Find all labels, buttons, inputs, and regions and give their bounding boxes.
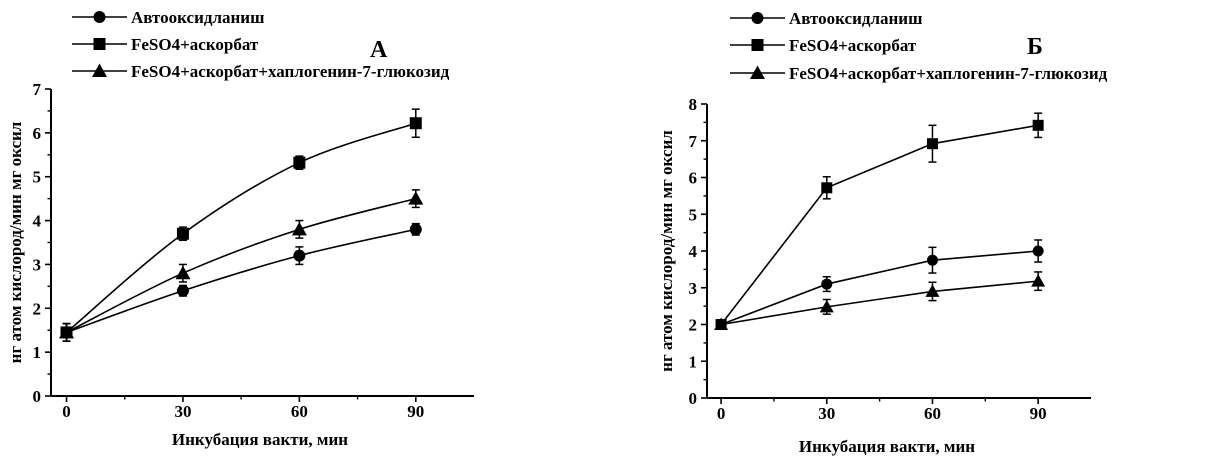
x-tick-label: 30 <box>174 402 191 421</box>
y-tick-label: 5 <box>689 205 698 224</box>
series-line-1 <box>66 122 417 334</box>
series-line-1 <box>720 124 1039 325</box>
data-point-circle <box>926 254 938 266</box>
y-axis-title: нг атом кислород/мин мг оксил <box>657 130 676 372</box>
series-line-0 <box>66 228 416 334</box>
x-tick-label: 0 <box>62 402 71 421</box>
y-tick-label: 6 <box>33 124 42 143</box>
y-tick-label: 3 <box>689 279 698 298</box>
y-tick-label: 1 <box>689 352 698 371</box>
data-point-triangle <box>59 324 75 339</box>
y-tick-label: 2 <box>689 316 698 335</box>
series-line-0 <box>720 250 1039 326</box>
panel-label-a: А <box>370 37 388 63</box>
y-tick-label: 7 <box>689 132 698 151</box>
legend-label: FeSO4+аскорбат+хаплогенин-7-глюкозид <box>789 64 1108 83</box>
legend-label: FeSO4+аскорбат <box>131 35 259 54</box>
chart-panel-b: 0 1 2 3 4 5 6 7 8 0 30 60 90 Инкубация вакти, мин нг а… <box>657 9 1108 456</box>
legend-label: Автооксидланиш <box>789 9 922 28</box>
y-tick-label: 8 <box>689 95 698 114</box>
y-tick-label: 4 <box>689 242 698 261</box>
legend-label: FeSO4+аскорбат+хаплогенин-7-глюкозид <box>131 62 450 81</box>
legend-marker-triangle <box>92 63 107 77</box>
data-point-square <box>293 156 306 169</box>
y-tick-label: 1 <box>33 343 42 362</box>
chart-panel-a: 0 1 2 3 4 5 6 7 0 30 60 90 Инкубация вакти, мин нг ат… <box>6 8 474 449</box>
data-point-circle <box>1032 245 1044 257</box>
data-point-square <box>821 182 833 194</box>
y-tick-label: 2 <box>33 299 42 318</box>
data-point-triangle <box>175 265 191 280</box>
y-tick-label: 7 <box>33 80 42 99</box>
x-tick-label: 30 <box>818 404 835 423</box>
series-line-2 <box>720 280 1039 326</box>
data-point-square <box>176 227 189 240</box>
data-point-circle <box>176 284 189 297</box>
data-point-triangle <box>291 221 307 236</box>
x-axis-title: Инкубация вакти, мин <box>172 430 348 449</box>
y-tick-label: 4 <box>33 212 42 231</box>
legend-marker-square <box>751 39 764 51</box>
x-tick-label: 90 <box>1030 404 1047 423</box>
x-tick-label: 60 <box>924 404 941 423</box>
y-tick-label: 6 <box>689 169 698 188</box>
legend-label: Автооксидланиш <box>131 8 264 27</box>
y-tick-label: 0 <box>33 387 42 406</box>
x-tick-label: 90 <box>407 402 424 421</box>
data-point-square <box>926 138 938 150</box>
y-tick-label: 5 <box>33 168 42 187</box>
y-axis-title: нг атом кислород/мин мг оксил <box>6 121 25 363</box>
legend-marker-circle <box>751 12 764 24</box>
y-tick-label: 0 <box>689 389 698 408</box>
legend-marker-triangle <box>750 65 765 79</box>
legend-marker-circle <box>93 11 106 23</box>
data-point-triangle <box>819 299 834 313</box>
data-point-circle <box>293 249 306 262</box>
data-point-square <box>409 117 422 130</box>
x-tick-label: 60 <box>291 402 308 421</box>
panel-label-b: Б <box>1027 34 1043 60</box>
data-point-triangle <box>1031 274 1046 287</box>
x-tick-label: 0 <box>717 404 726 423</box>
series-line-2 <box>66 197 416 334</box>
data-point-triangle <box>925 284 940 297</box>
data-point-circle <box>409 223 422 236</box>
y-tick-label: 3 <box>33 255 42 274</box>
legend-marker-square <box>93 38 106 50</box>
data-point-triangle <box>714 317 729 330</box>
data-point-triangle <box>408 191 424 205</box>
x-axis-title: Инкубация вакти, мин <box>799 437 975 456</box>
data-point-square <box>1032 119 1044 131</box>
data-point-circle <box>821 278 833 290</box>
legend-label: FeSO4+аскорбат <box>789 36 917 55</box>
